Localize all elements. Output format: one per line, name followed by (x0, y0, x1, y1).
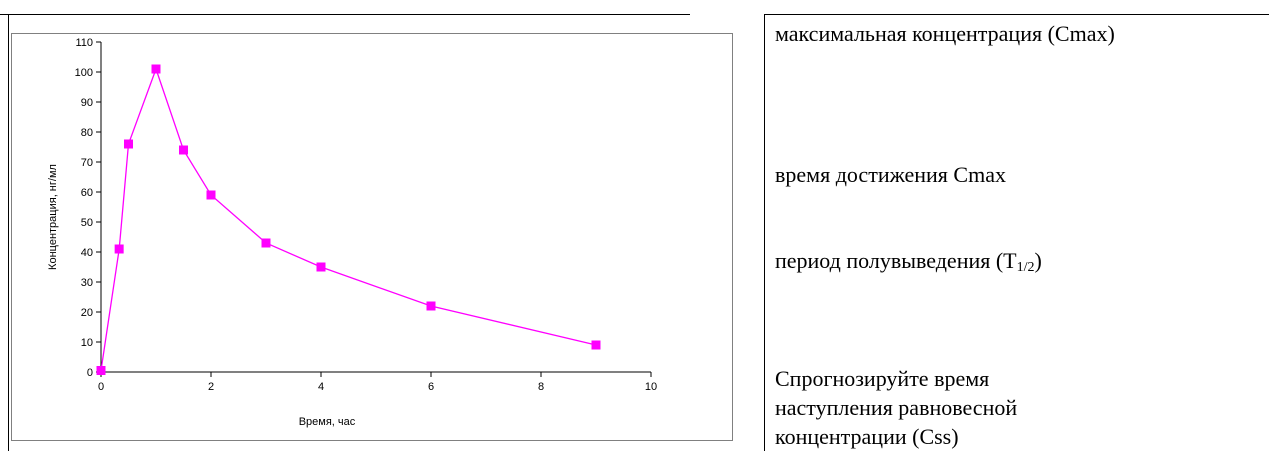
y-tick-label: 30 (81, 277, 93, 289)
y-tick-label: 50 (81, 217, 93, 229)
y-tick-label: 100 (75, 67, 93, 79)
y-tick-label: 40 (81, 247, 93, 259)
table-column-divider (764, 14, 765, 451)
tmax-text: время достижения Cmax (775, 162, 1006, 187)
x-tick-label: 2 (208, 381, 214, 393)
y-tick-label: 80 (81, 127, 93, 139)
y-tick-label: 10 (81, 337, 93, 349)
y-tick-label: 60 (81, 187, 93, 199)
data-point (426, 301, 436, 311)
chart-frame (11, 33, 733, 441)
axes: 0 10 20 30 40 50 60 70 80 90 100 110 0 2 4 6 8 10 (75, 37, 657, 393)
half-life-label: период полувыведения (T1/2) (775, 246, 1255, 282)
x-tick-label: 0 (98, 381, 104, 393)
y-tick-label: 110 (75, 37, 93, 49)
half-life-subscript: 1/2 (1016, 260, 1035, 275)
series-concentration (96, 64, 601, 375)
concentration-time-chart: 0 10 20 30 40 50 60 70 80 90 100 110 0 2 4 6 8 10 Время, … (47, 37, 657, 428)
css-prompt: Спрогнозируйте время наступления равнове… (775, 366, 1018, 449)
data-point (316, 262, 326, 272)
data-point (591, 340, 601, 350)
chart-cell: 0 10 20 30 40 50 60 70 80 90 100 110 0 2 4 6 8 10 Время, … (0, 14, 764, 451)
y-tick-label: 0 (87, 367, 93, 379)
x-tick-label: 10 (645, 381, 657, 393)
data-point (179, 145, 188, 155)
data-point (151, 64, 161, 74)
data-point (114, 244, 124, 254)
series-line (100, 67, 597, 371)
y-tick-label: 90 (81, 97, 93, 109)
tmax-label: время достижения Cmax (775, 160, 1255, 189)
x-axis-label: Время, час (299, 416, 356, 428)
half-life-close: ) (1034, 248, 1042, 273)
data-point (124, 139, 133, 149)
table-left-border (8, 14, 9, 451)
x-tick-label: 6 (428, 381, 434, 393)
cmax-label: максимальная концентрация (Cmax) (775, 21, 1115, 46)
table-top-border-left (0, 14, 690, 15)
data-point (261, 238, 271, 248)
data-point (96, 366, 106, 375)
x-tick-label: 4 (318, 381, 324, 393)
y-axis-label: Концентрация, нг/мл (47, 164, 59, 270)
data-point (206, 190, 216, 200)
x-tick-label: 8 (538, 381, 544, 393)
half-life-text: период полувыведения (T (775, 248, 1017, 273)
y-tick-label: 20 (81, 307, 93, 319)
table-top-border-right (764, 14, 1269, 15)
y-tick-label: 70 (81, 157, 93, 169)
